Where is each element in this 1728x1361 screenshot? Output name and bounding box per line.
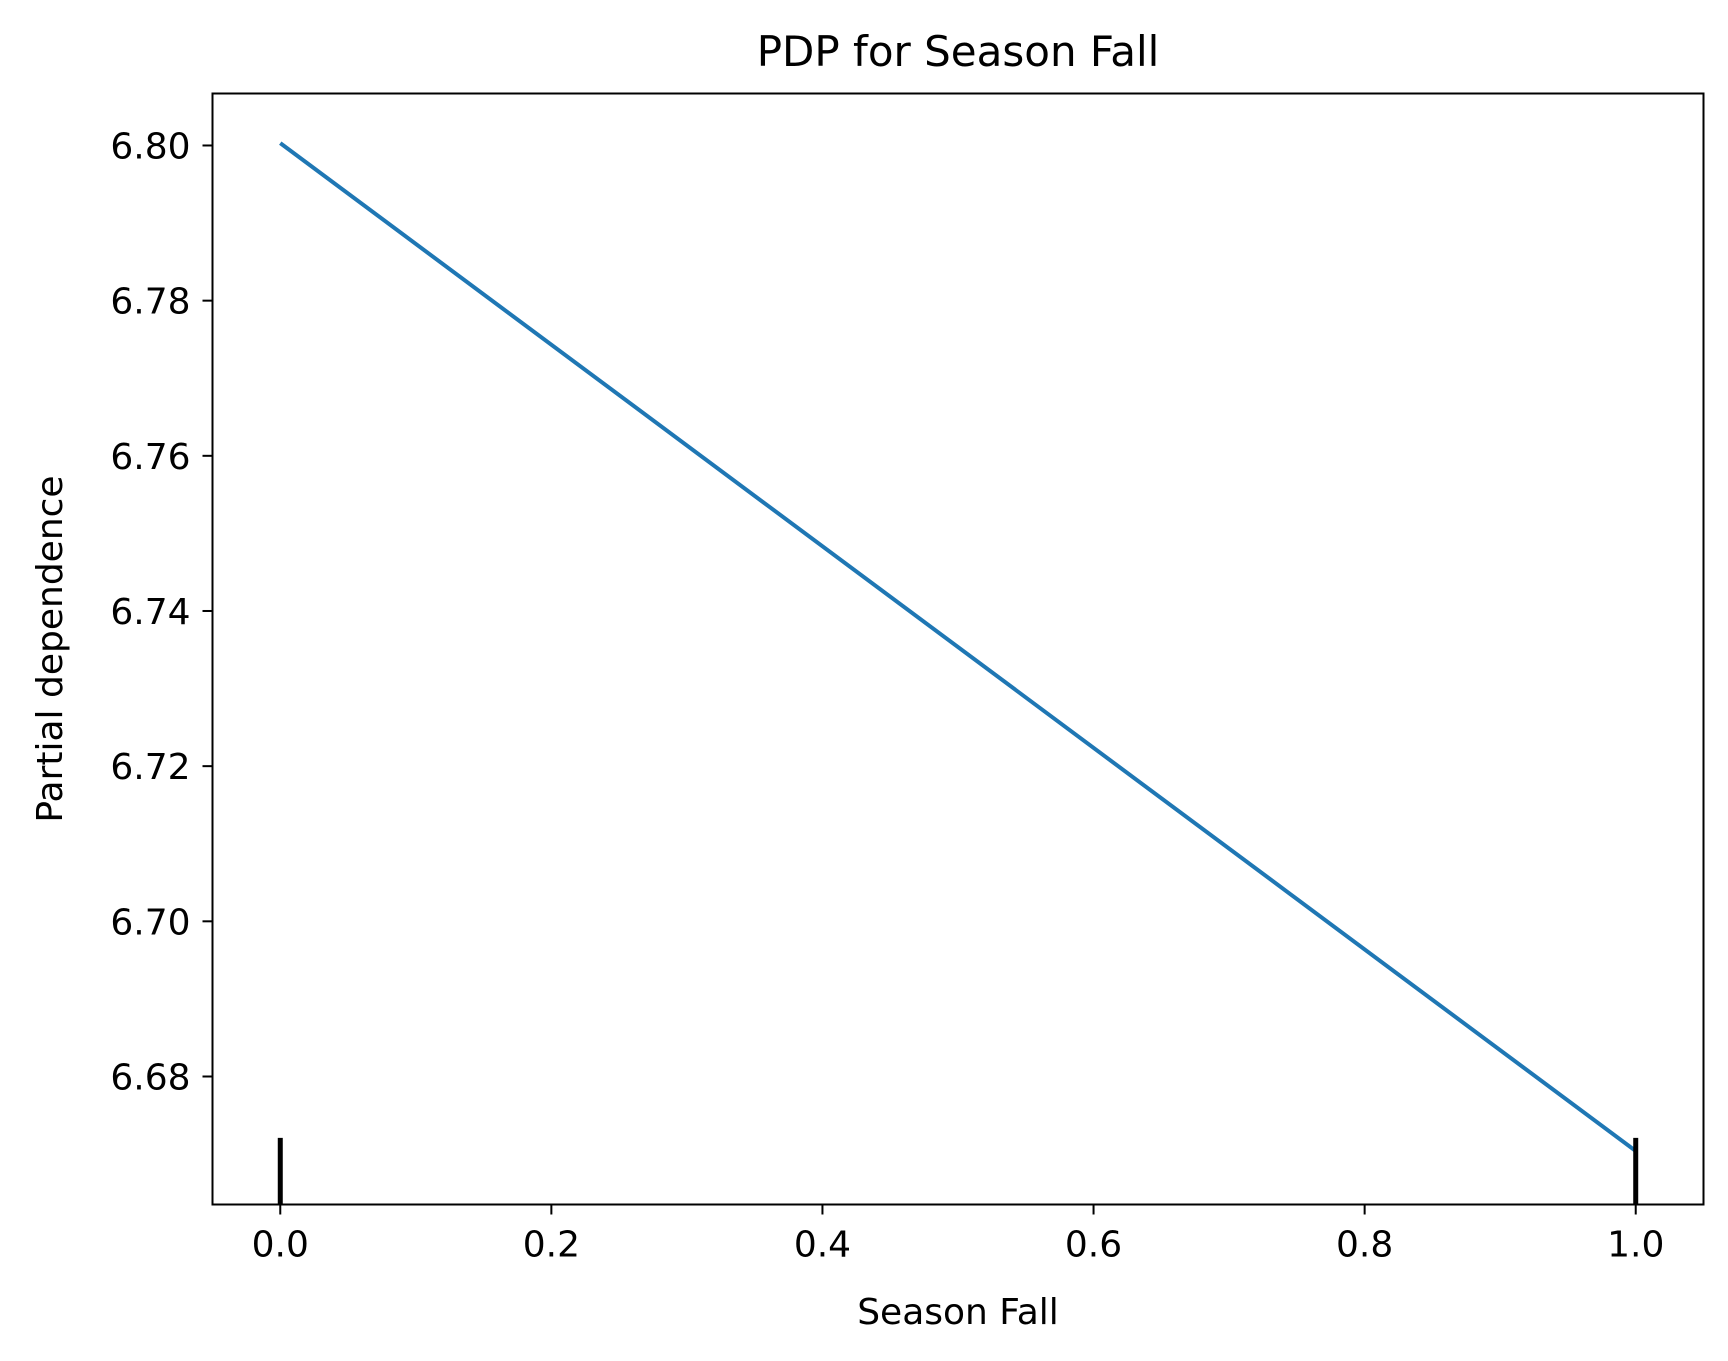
- y-axis-label: Partial dependence: [30, 475, 71, 822]
- y-tick-label: 6.76: [110, 437, 190, 478]
- y-tick-label: 6.72: [110, 747, 190, 788]
- y-tick-label: 6.74: [110, 592, 190, 633]
- x-axis: 0.0 0.2 0.4 0.6 0.8 1.0: [252, 1204, 1664, 1266]
- y-tick-label: 6.78: [110, 282, 190, 323]
- plot-frame: [211, 92, 1705, 1206]
- x-axis-label: Season Fall: [857, 1292, 1059, 1333]
- x-tick-label: 0.6: [1065, 1225, 1122, 1266]
- y-tick-label: 6.80: [110, 126, 190, 167]
- x-tick-label: 0.4: [794, 1225, 851, 1266]
- y-axis: 6.68 6.70 6.72 6.74 6.76 6.78 6.80: [110, 126, 213, 1098]
- x-tick-label: 0.8: [1336, 1225, 1393, 1266]
- x-tick-label: 0.2: [523, 1225, 580, 1266]
- x-tick-label: 1.0: [1607, 1225, 1664, 1266]
- series-line: [279, 141, 1637, 1153]
- y-tick-label: 6.70: [110, 902, 190, 943]
- plot-area: [277, 141, 1639, 1205]
- x-tick-label: 0.0: [252, 1225, 309, 1266]
- y-tick-label: 6.68: [110, 1057, 190, 1098]
- chart-title: PDP for Season Fall: [757, 27, 1160, 76]
